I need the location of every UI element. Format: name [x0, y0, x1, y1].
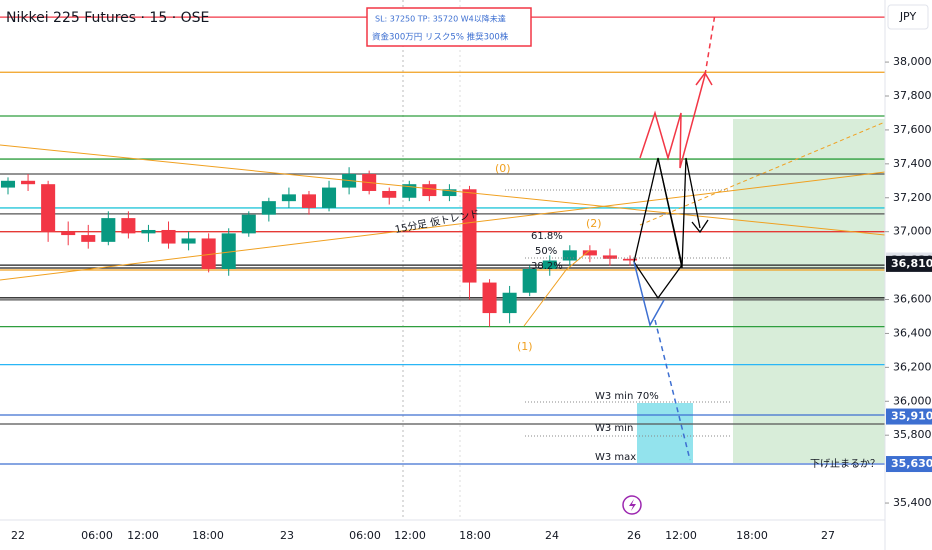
trend-line [0, 171, 886, 281]
x-tick-label: 12:00 [127, 529, 159, 542]
y-tick-label: 36,600 [893, 293, 932, 306]
y-tick-label: 37,800 [893, 89, 932, 102]
scenario-path [657, 157, 701, 269]
x-tick-label: 06:00 [81, 529, 113, 542]
x-tick-label: 27 [821, 529, 835, 542]
candle-body [442, 189, 457, 197]
price-tag [886, 255, 932, 272]
bear-path [633, 261, 665, 328]
y-tick-label: 37,200 [893, 191, 932, 204]
event-icon [629, 499, 636, 511]
candle-body [161, 229, 176, 244]
currency: JPY [899, 10, 917, 23]
candle-body [462, 189, 477, 283]
x-tick-label: 18:00 [459, 529, 491, 542]
drawings [0, 13, 886, 461]
price-tag-label: 35,910 [891, 410, 932, 423]
y-tick-label: 36,400 [893, 326, 932, 339]
w3-zone [637, 403, 693, 463]
target-zone [733, 119, 885, 463]
candle-body [322, 187, 337, 208]
scenario-path [633, 157, 683, 300]
candle-body [522, 268, 537, 293]
x-tick-label: 23 [280, 529, 294, 542]
price-tag-label: 35,630 [891, 457, 932, 470]
y-tick-label: 38,000 [893, 55, 932, 68]
candle-body [201, 238, 216, 269]
x-tick-label: 12:00 [665, 529, 697, 542]
y-tick-label: 35,400 [893, 496, 932, 509]
candle-body [281, 194, 296, 202]
wave-line [523, 249, 591, 327]
candle-body [181, 238, 196, 244]
bull-path [639, 74, 706, 169]
wave-label: (1) [517, 340, 533, 353]
candle-body [21, 180, 36, 185]
w3-label: W3 min [595, 423, 633, 434]
price-tag [886, 456, 932, 473]
w3-label: W3 max [595, 452, 636, 463]
fib-label: 50% [535, 246, 557, 257]
note-text: SL: 37250 TP: 35720 W4以降未達 [375, 14, 506, 24]
candle-body [0, 180, 16, 188]
x-tick-label: 18:00 [192, 529, 224, 542]
y-tick-label: 37,400 [893, 157, 932, 170]
candle-body [101, 218, 116, 242]
candle-body [241, 214, 256, 234]
candle-body [121, 218, 136, 234]
x-tick-label: 06:00 [349, 529, 381, 542]
question-label: 下げ止まるか？ [810, 458, 880, 470]
candle-body [41, 184, 56, 232]
x-tick-label: 22 [11, 529, 25, 542]
wave-label: (0) [495, 162, 511, 175]
x-tick-label: 24 [545, 529, 559, 542]
x-tick-label: 26 [627, 529, 641, 542]
note-box [366, 7, 532, 47]
arrow-head [691, 219, 709, 234]
note-text: 資金300万円 リスク5% 推奨300株 [372, 32, 509, 43]
candle-body [562, 250, 577, 261]
candle-body [221, 233, 236, 269]
candle-body [141, 229, 156, 234]
x-tick-label: 12:00 [394, 529, 426, 542]
candle-body [81, 235, 96, 242]
candle-body [542, 260, 557, 269]
y-tick-label: 36,000 [893, 394, 932, 407]
y-tick-label: 35,800 [893, 428, 932, 441]
currency-button[interactable] [887, 4, 929, 30]
w3-label: W3 min 70% [595, 391, 659, 402]
candle-body [301, 194, 316, 208]
price-tag-label: 36,810 [891, 257, 932, 270]
candle-body [422, 184, 437, 197]
trend-line [0, 144, 886, 236]
candle-body [261, 201, 276, 215]
y-tick-label: 37,600 [893, 123, 932, 136]
price-tag [886, 408, 932, 425]
wave-label: (2) [586, 217, 602, 230]
candle-body [402, 184, 417, 198]
chart-title: Nikkei 225 Futures · 15 · OSE [6, 10, 209, 26]
candle-body [382, 190, 397, 198]
fib-label: 38.2% [531, 261, 563, 272]
event-icon[interactable] [622, 495, 642, 515]
x-tick-label: 18:00 [736, 529, 768, 542]
candle-body [482, 282, 497, 314]
bear-extension [654, 319, 691, 461]
bull-extension [704, 13, 716, 76]
trend-line [639, 121, 886, 226]
y-tick-label: 37,000 [893, 225, 932, 238]
candle-body [622, 258, 638, 261]
candle-body [582, 250, 597, 256]
candle-body [61, 231, 76, 236]
candle-body [602, 255, 617, 259]
candle-body [502, 292, 517, 314]
y-tick-label: 36,200 [893, 360, 932, 373]
fib-label: 61.8% [531, 231, 563, 242]
